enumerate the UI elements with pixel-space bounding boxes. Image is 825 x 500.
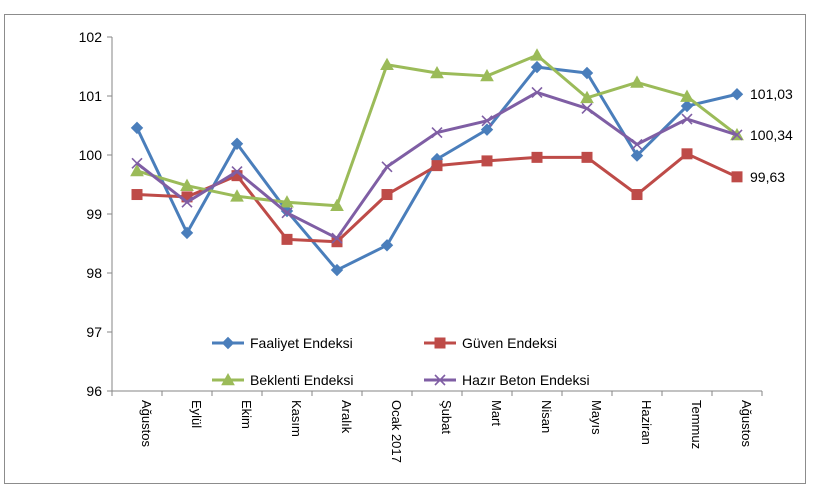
data-point-triangle [380, 57, 394, 71]
data-point-square [481, 155, 493, 167]
data-point-diamond [480, 123, 494, 136]
data-point-diamond [330, 263, 344, 277]
legend-label: Hazır Beton Endeksi [462, 372, 590, 388]
data-point-triangle [280, 195, 294, 208]
legend-label: Faaliyet Endeksi [250, 335, 353, 351]
data-point-square [581, 151, 593, 163]
data-point-diamond [680, 99, 694, 113]
y-tick-label: 101 [79, 88, 103, 104]
y-tick-label: 99 [86, 206, 102, 222]
data-point-triangle [180, 178, 194, 191]
series-1 [131, 148, 743, 248]
data-point-triangle [230, 189, 244, 202]
y-tick-label: 98 [86, 265, 102, 281]
x-axis: Ağustos Eylül Ekim Kasım Aralık Ocak 2017 Şuba… [111, 390, 763, 463]
data-point-x [181, 196, 193, 208]
data-point-x [131, 157, 143, 169]
legend-item: Beklenti Endeksi [212, 372, 354, 388]
x-tick-label: Şubat [439, 400, 454, 434]
data-point-square [281, 233, 293, 245]
x-tick-label: Kasım [289, 400, 304, 437]
x-tick-label: Mart [489, 400, 504, 426]
x-tick-label: Haziran [639, 400, 654, 445]
x-tick-label: Eylül [189, 400, 204, 428]
data-point-diamond [630, 149, 644, 162]
data-point-square [731, 171, 743, 183]
data-point-x [731, 129, 743, 141]
x-tick-label: Mayıs [589, 400, 604, 435]
data-point-diamond [730, 88, 744, 101]
legend-label: Beklenti Endeksi [250, 372, 354, 388]
data-point-square [681, 148, 693, 160]
legend-label: Güven Endeksi [462, 335, 557, 351]
data-point-triangle [130, 163, 144, 177]
data-point-x [431, 127, 443, 139]
data-point-triangle [480, 68, 494, 82]
data-point-diamond [530, 60, 544, 74]
data-point-triangle [630, 75, 644, 88]
data-point-x [381, 161, 393, 173]
data-point-diamond [180, 226, 194, 240]
y-tick-label: 102 [79, 29, 103, 45]
x-tick-label: Nisan [539, 400, 554, 433]
series-3 [131, 86, 743, 244]
x-tick-label: Ağustos [139, 400, 154, 447]
data-point-diamond [230, 137, 244, 150]
end-labels: 101,03 99,63 100,34 [750, 86, 793, 185]
data-point-triangle [221, 372, 235, 386]
series-2 [130, 48, 744, 212]
data-point-x [481, 115, 493, 127]
data-point-square [381, 189, 393, 201]
data-point-x [681, 113, 693, 125]
x-tick-label: Ağustos [739, 400, 754, 447]
data-point-triangle [430, 65, 444, 79]
data-point-square [131, 189, 143, 201]
y-tick-label: 97 [86, 324, 102, 340]
data-point-x [581, 102, 593, 114]
end-value-label: 99,63 [750, 169, 785, 185]
legend-item: Hazır Beton Endeksi [424, 372, 590, 388]
end-value-label: 101,03 [750, 86, 793, 102]
data-point-square [431, 160, 443, 172]
x-tick-label: Ekim [239, 400, 254, 429]
data-point-triangle [580, 90, 594, 104]
y-tick-label: 100 [79, 147, 103, 163]
data-point-x [331, 232, 343, 244]
x-tick-label: Ocak 2017 [389, 400, 404, 463]
legend: Faaliyet Endeksi Güven Endeksi Beklenti En… [212, 335, 590, 388]
data-point-square [631, 189, 643, 201]
y-axis: 96 97 98 99 100 101 102 [79, 29, 113, 399]
legend-item: Güven Endeksi [424, 335, 557, 351]
data-point-diamond [221, 336, 235, 350]
data-point-triangle [330, 198, 344, 212]
data-point-x [434, 374, 446, 386]
data-point-diamond [580, 66, 594, 80]
series-layer [130, 48, 744, 277]
data-point-x [281, 207, 293, 219]
data-point-diamond [380, 239, 394, 252]
data-point-diamond [130, 121, 144, 135]
data-point-square [531, 151, 543, 163]
data-point-square [434, 337, 446, 349]
data-point-triangle [680, 89, 694, 102]
data-point-x [631, 138, 643, 150]
data-point-triangle [530, 48, 544, 61]
end-value-label: 100,34 [750, 127, 793, 143]
x-tick-label: Temmuz [689, 400, 704, 449]
legend-item: Faaliyet Endeksi [212, 335, 353, 351]
data-point-x [531, 86, 543, 99]
x-tick-label: Aralık [339, 400, 354, 434]
y-tick-label: 96 [86, 383, 102, 399]
data-point-x [231, 165, 243, 178]
